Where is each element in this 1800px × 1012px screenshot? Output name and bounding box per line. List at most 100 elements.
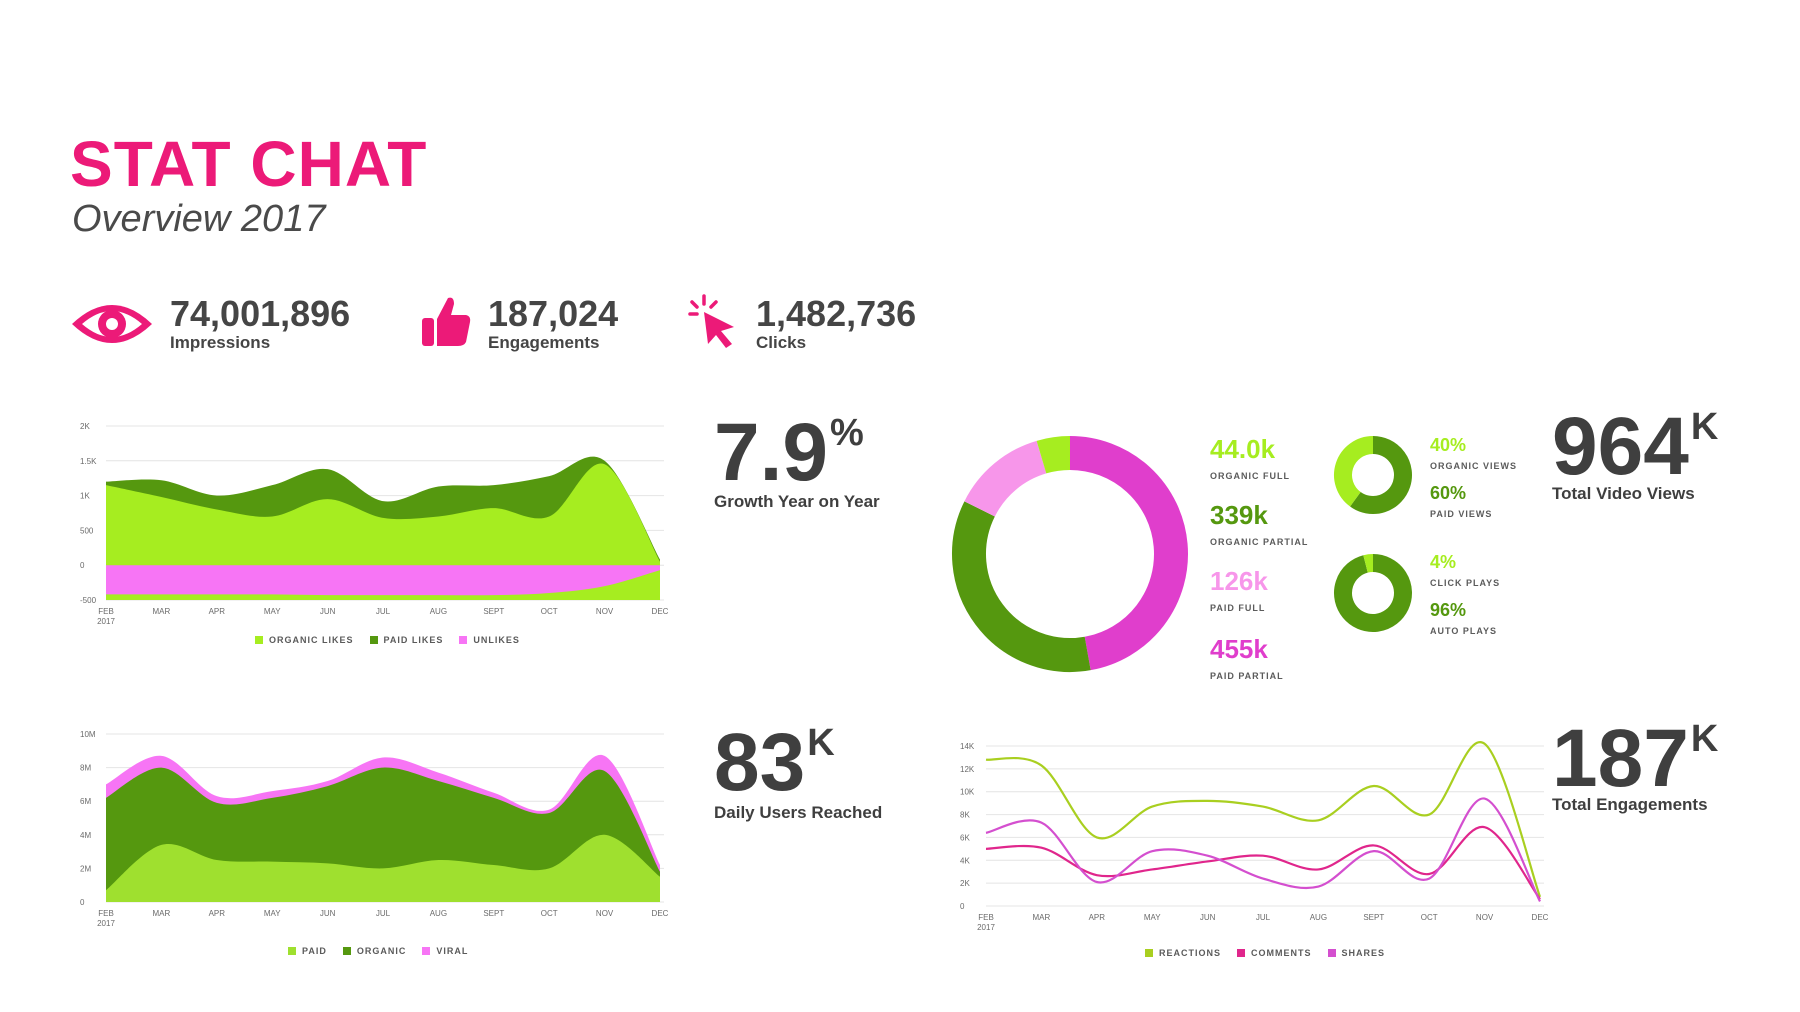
line-comments: [985, 826, 1541, 900]
total-engagements-suffix: K: [1690, 718, 1719, 760]
y-tick-label: 10M: [80, 730, 96, 739]
y-tick-label: 4M: [80, 831, 91, 840]
x-tick-label: FEB: [98, 607, 114, 616]
area-paid: [106, 834, 660, 902]
legend-unlikes: UNLIKES: [459, 635, 520, 645]
paid-full-label: PAID FULL: [1210, 603, 1266, 613]
x-tick-label: JUN: [1200, 913, 1216, 922]
x-tick-label: MAR: [153, 607, 171, 616]
impressions-value: 74,001,896: [170, 293, 351, 334]
x-tick-label: OCT: [541, 909, 558, 918]
daily-users-stat: 83K: [714, 722, 835, 804]
x-tick-label: MAR: [153, 909, 171, 918]
donut-slice-auto-plays: [1334, 554, 1412, 632]
impressions-label: Impressions: [170, 333, 271, 352]
growth-stat: 7.9%: [714, 412, 864, 494]
total-engagements-value: 187: [1552, 713, 1689, 804]
x-tick-label: DEC: [652, 909, 669, 918]
x-tick-label: SEPT: [1363, 913, 1384, 922]
thumbs-up-icon: [422, 297, 471, 346]
growth-suffix: %: [830, 412, 864, 454]
x-tick-label: MAR: [1033, 913, 1051, 922]
plays-donut: [1334, 554, 1412, 632]
views-donut: [1334, 436, 1412, 514]
click-plays-label: CLICK PLAYS: [1430, 578, 1501, 588]
clicks-label: Clicks: [756, 333, 807, 352]
x-tick-sublabel: 2017: [97, 617, 115, 625]
x-tick-label: AUG: [430, 909, 447, 918]
page-title: STAT CHAT: [70, 128, 428, 200]
y-tick-label: 500: [80, 526, 94, 535]
y-tick-label: 1.5K: [80, 457, 97, 466]
organic-views-label: ORGANIC VIEWS: [1430, 461, 1518, 471]
line-reactions: [985, 740, 1542, 898]
organic-views-value: 40%: [1430, 435, 1467, 455]
x-tick-label: APR: [209, 909, 226, 918]
donut-slice-organic-full: [1036, 436, 1071, 474]
x-tick-label: JUN: [320, 607, 336, 616]
donut-slice-paid-full: [964, 440, 1047, 518]
y-tick-label: 14K: [960, 742, 975, 751]
x-tick-label: APR: [1089, 913, 1106, 922]
plays-breakdown: 4% CLICK PLAYS 96% AUTO PLAYS: [1430, 553, 1550, 643]
area-unlikes: [106, 565, 660, 596]
legend-viral: VIRAL: [422, 946, 468, 956]
legend-comments: COMMENTS: [1237, 948, 1312, 958]
legend-paid: PAID: [288, 946, 327, 956]
y-tick-label: 2K: [960, 879, 970, 888]
x-tick-label: DEC: [652, 607, 669, 616]
x-tick-label: SEPT: [483, 607, 504, 616]
legend-organic: ORGANIC: [342, 946, 407, 956]
y-tick-label: 0: [960, 902, 965, 911]
x-tick-label: JUL: [376, 607, 391, 616]
y-tick-label: 12K: [960, 765, 975, 774]
legend-reactions: REACTIONS: [1145, 948, 1221, 958]
x-tick-label: JUL: [376, 909, 391, 918]
y-tick-label: 10K: [960, 788, 975, 797]
auto-plays-value: 96%: [1430, 600, 1467, 620]
legend-paid-likes: PAID LIKES: [369, 635, 444, 645]
likes-legend: ORGANIC LIKES PAID LIKES UNLIKES: [255, 635, 520, 645]
x-tick-label: DEC: [1532, 913, 1549, 922]
paid-views-label: PAID VIEWS: [1430, 509, 1493, 519]
engagements-line-chart: 14K 12K 10K 8K 6K 4K 2K 0 FEB MAR APR MAY JUN JUL AUG S…: [960, 740, 1549, 932]
video-views-suffix: K: [1690, 406, 1719, 448]
cursor-click-icon: [688, 294, 734, 348]
x-tick-label: MAY: [1144, 913, 1161, 922]
donut-slice-organic-partial: [952, 501, 1091, 672]
engagements-label: Engagements: [488, 333, 600, 352]
x-tick-label: AUG: [430, 607, 447, 616]
kpi-engagements: 187,024 Engagements: [420, 292, 700, 352]
eye-icon: [72, 305, 152, 343]
paid-partial-label: PAID PARTIAL: [1210, 671, 1284, 681]
video-views-donut: [952, 436, 1188, 672]
x-tick-label: JUN: [320, 909, 336, 918]
line-shares: [985, 797, 1541, 902]
x-tick-label: FEB: [98, 909, 114, 918]
video-views-value: 964: [1552, 401, 1689, 492]
y-tick-label: 4K: [960, 856, 970, 865]
y-tick-label: -500: [80, 596, 97, 605]
video-stats-list: 44.0k ORGANIC FULL 339k ORGANIC PARTIAL …: [1210, 436, 1340, 686]
x-tick-sublabel: 2017: [977, 923, 995, 932]
y-tick-label: 2M: [80, 864, 91, 873]
x-tick-label: AUG: [1310, 913, 1327, 922]
total-engagements-stat: 187K: [1552, 718, 1718, 800]
y-tick-label: 8K: [960, 811, 970, 820]
donut-slice-paid-views: [1350, 436, 1412, 514]
y-tick-label: 0: [80, 898, 85, 907]
click-plays-value: 4%: [1430, 552, 1457, 572]
x-tick-label: MAY: [264, 909, 281, 918]
donut-slice-click-plays: [1363, 554, 1374, 573]
y-tick-label: 2K: [80, 422, 90, 431]
x-tick-label: APR: [209, 607, 226, 616]
x-tick-label: NOV: [596, 909, 614, 918]
reach-area-chart: 10M 8M 6M 4M 2M 0 FEB MAR APR MAY JUN JUL AUG SEPT OCT…: [80, 730, 669, 928]
y-tick-label: 1K: [80, 492, 90, 501]
organic-partial-label: ORGANIC PARTIAL: [1210, 537, 1309, 547]
views-breakdown: 40% ORGANIC VIEWS 60% PAID VIEWS: [1430, 436, 1550, 526]
kpi-clicks: 1,482,736 Clicks: [688, 292, 988, 352]
x-tick-label: OCT: [541, 607, 558, 616]
video-views-stat: 964K: [1552, 406, 1718, 488]
